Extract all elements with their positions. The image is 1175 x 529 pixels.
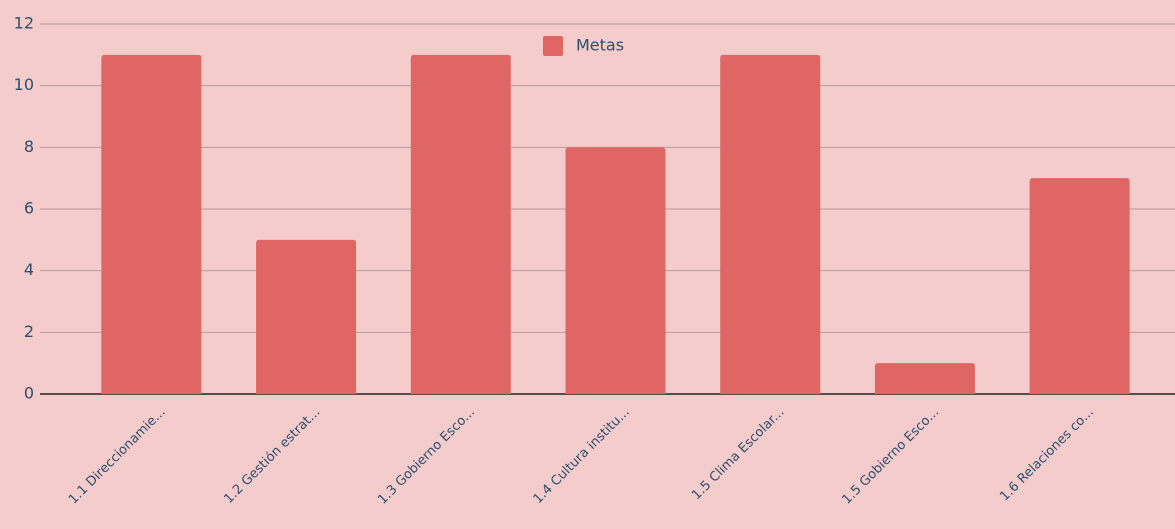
y-tick-label: 4 <box>24 260 34 279</box>
bar <box>720 54 821 394</box>
x-tick-label: 1.6 Relaciones co... <box>997 405 1097 505</box>
y-tick-label: 12 <box>14 14 34 33</box>
x-tick-label: 1.3 Gobierno Esco... <box>375 405 478 508</box>
legend-swatch <box>543 36 563 56</box>
y-tick-label: 0 <box>24 384 34 403</box>
bar <box>101 54 202 394</box>
y-tick-label: 2 <box>24 322 34 341</box>
x-tick-label: 1.1 Direccionamie... <box>66 405 169 508</box>
bar <box>565 147 666 394</box>
x-tick-label: 1.4 Cultura institu... <box>531 405 633 507</box>
bar <box>874 363 975 394</box>
y-tick-label: 10 <box>14 75 34 94</box>
x-tick-label: 1.5 Gobierno Esco... <box>839 405 942 508</box>
x-tick-label: 1.2 Gestión estrat... <box>221 405 323 507</box>
bar <box>410 54 511 394</box>
bar <box>1029 178 1130 394</box>
legend-label: Metas <box>576 36 624 55</box>
bar <box>256 239 357 394</box>
y-tick-label: 8 <box>24 137 34 156</box>
y-tick-label: 6 <box>24 199 34 218</box>
x-tick-label: 1.5 Clima Escolar... <box>689 405 787 503</box>
